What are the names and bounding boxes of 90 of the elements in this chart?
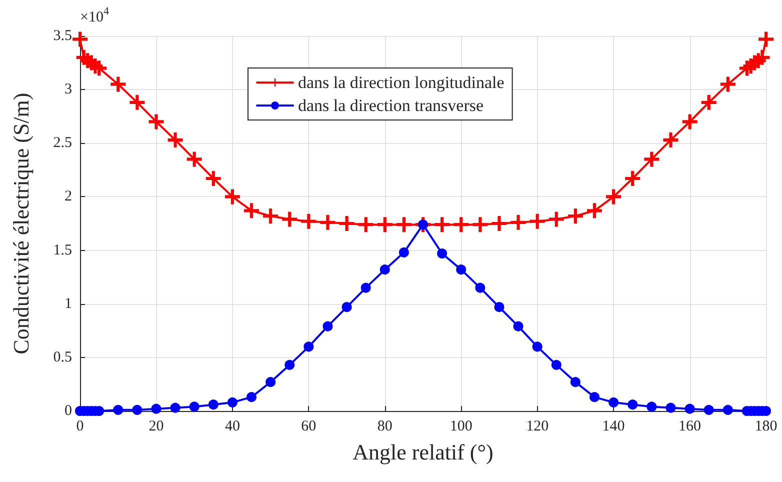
point (472, 217, 488, 232)
x-tick-label: 0 (76, 418, 84, 434)
point (492, 216, 507, 231)
point (358, 217, 374, 232)
point (282, 212, 298, 227)
point (113, 404, 124, 415)
y-tick-label: 3 (64, 82, 72, 98)
point (342, 302, 352, 312)
point (701, 94, 716, 110)
x-tick-label: 100 (450, 418, 472, 434)
x-tick-label: 20 (148, 418, 164, 434)
point (301, 214, 316, 229)
legend-label: dans la direction longitudinale (298, 73, 504, 92)
point (360, 282, 371, 293)
point (606, 189, 622, 204)
point (72, 32, 88, 47)
y-tick-label: 3.5 (53, 28, 72, 44)
point (170, 402, 180, 413)
point (434, 217, 450, 232)
point (530, 214, 545, 229)
point (130, 94, 145, 110)
point (132, 404, 142, 415)
point (646, 402, 657, 412)
x-tick-label: 180 (754, 418, 778, 434)
point (704, 404, 714, 415)
point (475, 282, 486, 293)
y-tick-label: 1 (64, 296, 72, 312)
point (532, 342, 542, 352)
x-tick-label: 80 (377, 418, 392, 434)
x-tick-label: 60 (301, 418, 316, 434)
point (304, 342, 314, 352)
point (608, 397, 619, 408)
point (151, 404, 162, 414)
point (666, 402, 676, 413)
y-tick-label: 0 (64, 403, 72, 419)
point (380, 264, 390, 275)
point (625, 171, 640, 186)
point (168, 132, 183, 148)
point (186, 152, 202, 167)
point (758, 32, 774, 47)
x-tick-label: 40 (224, 418, 240, 434)
point (244, 203, 259, 218)
point (513, 321, 524, 332)
point (551, 360, 562, 370)
point (322, 321, 333, 332)
point (568, 208, 583, 224)
point (754, 50, 770, 65)
y-tick-label: 0.5 (53, 349, 72, 366)
point (684, 404, 695, 414)
point (682, 114, 698, 130)
point (454, 217, 469, 232)
point (206, 171, 221, 186)
point (644, 152, 660, 167)
point (396, 217, 412, 232)
point (266, 377, 276, 388)
point (339, 216, 354, 231)
x-tick-label: 160 (678, 418, 702, 434)
y-tick-label: 1.5 (53, 242, 72, 258)
point (494, 302, 504, 312)
point (456, 264, 466, 275)
point (148, 114, 164, 130)
point (663, 132, 678, 148)
point (224, 189, 240, 204)
x-axis-title: Angle relatif (°) (352, 440, 494, 464)
point (377, 217, 392, 232)
point (246, 392, 256, 402)
x-tick-label: 120 (526, 418, 549, 434)
point (398, 247, 409, 258)
point (437, 248, 448, 258)
point (208, 400, 218, 410)
point (548, 212, 564, 227)
point (284, 360, 295, 370)
point (227, 397, 238, 408)
x-tick-label: 140 (602, 418, 625, 434)
point (720, 76, 736, 92)
point (92, 60, 107, 76)
y-axis-title: Conductivité électrique (S/m) (8, 92, 34, 354)
point (587, 203, 602, 218)
point (590, 392, 600, 402)
point (570, 377, 580, 388)
point (722, 404, 733, 415)
point (320, 214, 336, 230)
point (110, 76, 126, 92)
point (628, 400, 638, 410)
point (510, 214, 526, 230)
point (189, 402, 200, 412)
legend-label: dans la direction transverse (298, 96, 484, 115)
point (263, 208, 278, 224)
y-tick-label: 2 (64, 188, 72, 205)
y-tick-label: 2.5 (53, 135, 72, 152)
